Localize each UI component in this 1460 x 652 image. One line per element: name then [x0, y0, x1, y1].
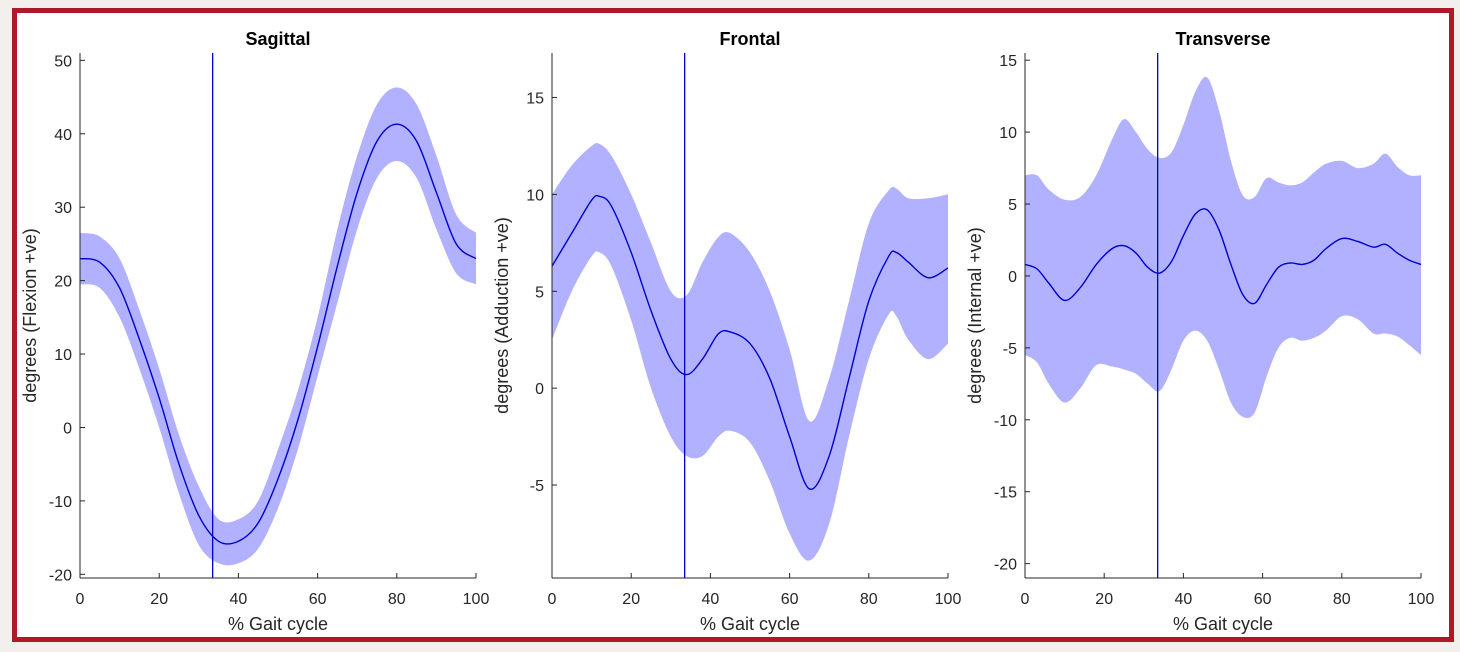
chart-title: Sagittal	[245, 29, 310, 49]
y-tick-label: 5	[535, 284, 544, 301]
x-tick-label: 40	[230, 591, 248, 608]
x-tick-label: 60	[309, 591, 327, 608]
y-tick-label: 0	[535, 381, 544, 398]
x-axis-label: % Gait cycle	[700, 614, 800, 634]
x-tick-label: 100	[463, 591, 490, 608]
mean-line	[551, 194, 949, 490]
y-tick-label: 0	[63, 420, 72, 437]
x-tick-label: 80	[1333, 591, 1351, 608]
subplot-transverse: 0 20 40 60 80 100 -20 -15 -10 -5 0 5 10 15 Transverse%…	[965, 29, 1434, 634]
y-tick-label: -15	[994, 485, 1017, 502]
y-tick-label: -20	[994, 557, 1017, 574]
y-tick-label: 10	[54, 347, 72, 364]
y-axis-label: degrees (Adduction +ve)	[492, 217, 512, 414]
y-tick-label: -10	[994, 413, 1017, 430]
x-tick-label: 20	[1095, 591, 1113, 608]
y-tick-label: -5	[1003, 341, 1017, 358]
x-tick-label: 60	[781, 591, 799, 608]
mean-line	[79, 123, 477, 545]
y-tick-label: 15	[526, 91, 544, 108]
y-tick-label: 10	[999, 125, 1017, 142]
x-tick-label: 40	[1175, 591, 1193, 608]
x-tick-label: 100	[1408, 591, 1435, 608]
y-tick-label: 30	[54, 200, 72, 217]
y-tick-label: -10	[49, 494, 72, 511]
y-tick-label: 10	[526, 187, 544, 204]
y-tick-label: 20	[54, 274, 72, 291]
y-tick-label: 0	[1008, 269, 1017, 286]
y-tick-label: 50	[54, 53, 72, 70]
y-axis-label: degrees (Flexion +ve)	[20, 228, 40, 403]
x-tick-label: 20	[150, 591, 168, 608]
y-tick-label: 40	[54, 127, 72, 144]
x-tick-label: 80	[860, 591, 878, 608]
x-axis-label: % Gait cycle	[1173, 614, 1273, 634]
x-tick-label: 0	[548, 591, 557, 608]
subplot-frontal: 0 20 40 60 80 100 -5 0 5 10 15 Frontal % Gait cycle d…	[492, 29, 961, 634]
mean-line	[1024, 208, 1422, 305]
x-axis-label: % Gait cycle	[228, 614, 328, 634]
y-axis-label: degrees (Internal +ve)	[965, 227, 985, 404]
x-tick-label: 40	[702, 591, 720, 608]
x-tick-label: 20	[622, 591, 640, 608]
x-tick-label: 100	[935, 591, 962, 608]
x-tick-label: 80	[388, 591, 406, 608]
y-tick-label: 5	[1008, 197, 1017, 214]
confidence-band	[80, 87, 476, 566]
x-tick-label: 0	[1021, 591, 1030, 608]
subplot-sagittal: 0 20 40 60 80 100 -20 -10 0 10 20 30 40 50 Sagittal % G…	[20, 29, 489, 634]
confidence-band	[552, 143, 948, 561]
y-tick-label: -20	[49, 567, 72, 584]
y-tick-label: -5	[530, 478, 544, 495]
chart-title: Frontal	[720, 29, 781, 49]
x-tick-label: 0	[76, 591, 85, 608]
y-tick-label: 15	[999, 53, 1017, 70]
chart-title: Transverse	[1175, 29, 1270, 49]
x-tick-label: 60	[1254, 591, 1272, 608]
confidence-band	[1025, 76, 1421, 419]
